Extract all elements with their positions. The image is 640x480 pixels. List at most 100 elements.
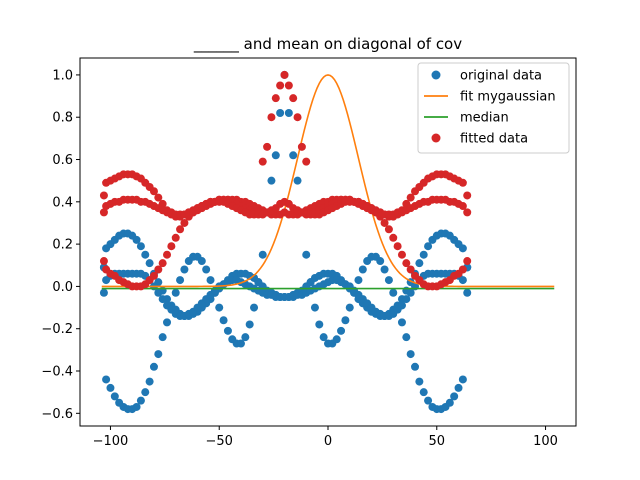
plot-area [99, 70, 555, 414]
legend-box [417, 62, 570, 154]
original-data-point [458, 244, 467, 253]
x-tick-label: 0 [324, 434, 332, 449]
fitted-data-point [171, 233, 180, 242]
original-data-point [136, 242, 145, 251]
original-data-point [154, 350, 163, 359]
legend-label-original-data: original data [460, 69, 542, 84]
original-data-point [102, 375, 111, 384]
fitted-data-point [463, 191, 472, 200]
original-data-point [411, 362, 420, 371]
chart-title: ______ and mean on diagonal of cov [193, 35, 462, 54]
y-tick-label: 0.2 [52, 238, 73, 253]
original-data-point [284, 108, 293, 117]
original-data-point [271, 151, 280, 160]
original-data-point [171, 288, 180, 297]
original-data-point [99, 288, 108, 297]
original-data-point [215, 303, 224, 312]
fitted-data-point [149, 187, 158, 196]
original-data-point [258, 250, 267, 259]
original-data-point [419, 250, 428, 259]
fitted-data-point [293, 113, 302, 122]
original-data-point [106, 383, 115, 392]
plot-content [99, 70, 555, 414]
original-data-point [345, 303, 354, 312]
fitted-data-point [384, 225, 393, 234]
original-data-point [402, 333, 411, 342]
y-tick-label: −0.4 [41, 365, 73, 380]
original-data-point [454, 383, 463, 392]
fitted-data-point [149, 271, 158, 280]
y-tick-label: −0.2 [41, 322, 73, 337]
original-data-point [149, 362, 158, 371]
fitted-data-point [154, 193, 163, 202]
original-data-point [245, 320, 254, 329]
original-data-point [154, 288, 163, 297]
fitted-data-point [258, 157, 267, 166]
fitted-data-point [397, 250, 406, 259]
y-tick-label: 0.4 [52, 195, 73, 210]
original-data-point [397, 301, 406, 310]
original-data-point [310, 303, 319, 312]
legend: original data fit mygaussian median fitted … [417, 62, 570, 154]
fitted-data-point [271, 94, 280, 103]
fitted-data-point [458, 202, 467, 211]
fitted-data-point [99, 208, 108, 217]
fitted-data-point [180, 218, 189, 227]
legend-label-fit-mygaussian: fit mygaussian [460, 90, 556, 105]
original-data-point [445, 398, 454, 407]
original-data-point [250, 303, 259, 312]
fitted-data-point [302, 157, 311, 166]
fitted-data-point [176, 225, 185, 234]
original-data-point [419, 388, 428, 397]
fitted-data-point [458, 178, 467, 187]
original-data-point [241, 333, 250, 342]
original-data-point [458, 375, 467, 384]
original-data-point [293, 176, 302, 185]
original-data-point [180, 265, 189, 274]
original-data-point [219, 316, 228, 325]
original-data-point [389, 288, 398, 297]
original-data-point [145, 377, 154, 386]
original-data-point [319, 333, 328, 342]
original-data-point [415, 259, 424, 268]
fitted-data-point [163, 250, 172, 259]
fitted-data-point [267, 113, 276, 122]
original-data-point [158, 295, 167, 304]
original-data-point [141, 250, 150, 259]
original-data-point [450, 392, 459, 401]
fitted-data-point [99, 257, 108, 266]
x-tick-label: 100 [533, 434, 558, 449]
original-data-point [380, 265, 389, 274]
original-data-point [176, 276, 185, 285]
fitted-data-point [376, 212, 385, 221]
original-data-point [332, 335, 341, 344]
original-data-point [197, 257, 206, 266]
fitted-data-point [297, 142, 306, 151]
y-tick-label: 1.0 [52, 68, 73, 83]
original-data-point [132, 235, 141, 244]
y-tick-label: 0.0 [52, 280, 73, 295]
fitted-data-point [154, 265, 163, 274]
fitted-data-point [289, 94, 298, 103]
original-data-point [406, 288, 415, 297]
axes: −100 −50 0 50 100 −0.6 −0.4 −0.2 0.0 0.2 0.4 0.6 0.8… [41, 57, 577, 449]
fitted-data-point [406, 265, 415, 274]
original-data-point [276, 108, 285, 117]
original-data-point [158, 333, 167, 342]
original-data-point [424, 242, 433, 251]
fitted-data-point [263, 142, 272, 151]
x-tick-label: 50 [428, 434, 445, 449]
legend-label-fitted-data: fitted data [460, 132, 528, 147]
original-data-point [415, 377, 424, 386]
original-data-point [424, 396, 433, 405]
fitted-data-point [463, 208, 472, 217]
original-data-point [397, 318, 406, 327]
original-data-point [402, 295, 411, 304]
fitted-data-point [380, 218, 389, 227]
original-data-point [202, 265, 211, 274]
fitted-data-point [276, 81, 285, 90]
original-data-point [406, 350, 415, 359]
legend-marker-original-data [431, 70, 441, 80]
fitted-data-point [393, 242, 402, 251]
